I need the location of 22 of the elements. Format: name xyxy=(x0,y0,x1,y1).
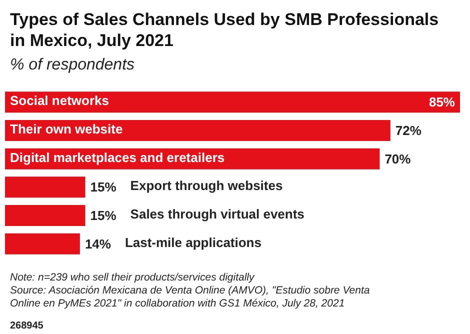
data-label: 14% xyxy=(84,236,112,252)
bar xyxy=(5,205,86,226)
data-label: 70% xyxy=(384,151,412,166)
bar xyxy=(5,120,390,141)
chart-subtitle: % of respondents xyxy=(10,56,135,74)
bar xyxy=(5,92,460,113)
data-label: 72% xyxy=(395,123,422,138)
y-tick-label: Export through websites xyxy=(130,178,283,194)
text: Note: n=239 who sell their products/services digitally xyxy=(10,272,255,284)
bar xyxy=(5,233,80,254)
data-label: 85% xyxy=(428,94,456,110)
text: 268945 xyxy=(10,320,44,332)
chart-title: Types of Sales Channels Used by SMB Professionals in Mexico, July 2021 xyxy=(10,10,444,50)
data-label: 15% xyxy=(90,180,117,195)
y-tick-label: Social networks xyxy=(10,93,109,108)
data-label: 15% xyxy=(90,208,117,223)
y-tick-label: Sales through virtual events xyxy=(130,206,304,222)
y-tick-label: Digital marketplaces and eretailers xyxy=(10,150,225,165)
y-tick-label: Their own website xyxy=(10,122,123,136)
bar xyxy=(5,176,86,198)
source-note: Source: Asociación Mexicana de Venta Online (AMVO), "Estudio sobre Venta Online en PyMEs 2021" in collaboration with GS1 México, July 28, 2021 xyxy=(10,284,373,310)
y-tick-label: Last-mile applications xyxy=(124,234,262,250)
